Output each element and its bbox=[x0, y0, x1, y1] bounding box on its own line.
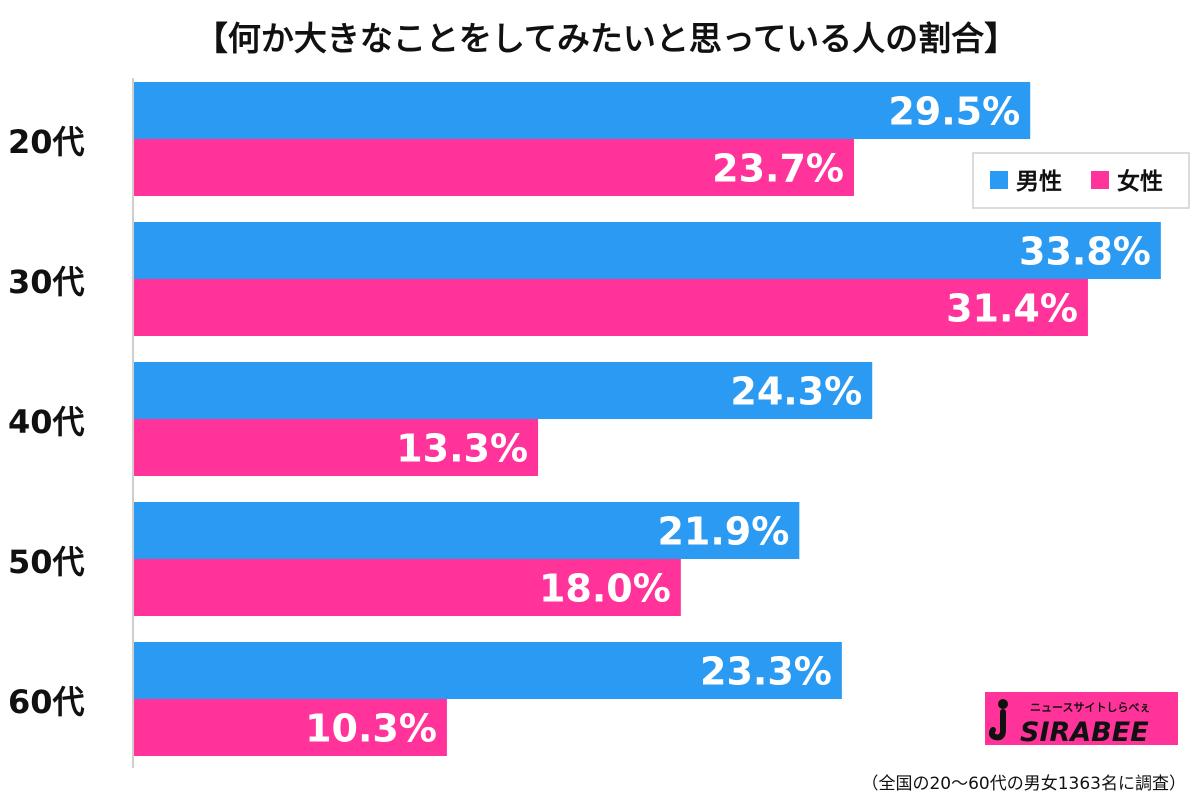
bar-female-0 bbox=[134, 139, 855, 196]
bar-female-4 bbox=[134, 699, 447, 756]
category-label-4: 60代 bbox=[8, 683, 85, 721]
category-label-1: 30代 bbox=[8, 263, 85, 301]
value-label-female-4: 10.3% bbox=[305, 707, 437, 751]
chart-title: 【何か大きなことをしてみたいと思っている人の割合】 bbox=[195, 19, 1017, 58]
logo-wordmark: SIRABEE bbox=[1020, 717, 1149, 748]
bar-male-3 bbox=[134, 502, 800, 559]
footnote: （全国の20～60代の男女1363名に調査） bbox=[861, 774, 1186, 794]
value-label-male-2: 24.3% bbox=[730, 370, 862, 414]
legend-box bbox=[972, 152, 1190, 209]
bar-male-2 bbox=[134, 362, 873, 419]
logo-i-stroke bbox=[988, 709, 1006, 741]
bars bbox=[134, 82, 1161, 756]
bar-female-1 bbox=[134, 279, 1088, 336]
category-label-3: 50代 bbox=[8, 543, 85, 581]
value-label-female-0: 23.7% bbox=[712, 147, 844, 191]
value-label-female-1: 31.4% bbox=[946, 287, 1078, 331]
value-label-male-3: 21.9% bbox=[657, 510, 789, 554]
legend-swatch-male bbox=[990, 171, 1008, 189]
bar-male-4 bbox=[134, 642, 842, 699]
bar-male-0 bbox=[134, 82, 1031, 139]
value-labels: 29.5% 33.8% 24.3% 21.9% 23.3% 23.7% 31.4% 13.3%… bbox=[305, 90, 1151, 751]
sirabee-logo: ニュースサイトしらべぇ SIRABEE bbox=[985, 692, 1178, 748]
category-labels: 20代 30代 40代 50代 60代 bbox=[8, 123, 85, 721]
value-label-female-2: 13.3% bbox=[396, 427, 528, 471]
category-label-0: 20代 bbox=[8, 123, 85, 161]
logo-subtitle: ニュースサイトしらべぇ bbox=[1030, 701, 1150, 714]
value-label-male-4: 23.3% bbox=[700, 650, 832, 694]
legend-swatch-female bbox=[1091, 171, 1109, 189]
logo-background bbox=[985, 692, 1178, 745]
bar-male-1 bbox=[134, 222, 1161, 279]
legend-label-male: 男性 bbox=[1016, 169, 1062, 195]
bar-female-3 bbox=[134, 559, 681, 616]
value-label-male-0: 29.5% bbox=[888, 90, 1020, 134]
legend: 男性 女性 bbox=[972, 152, 1190, 209]
value-label-male-1: 33.8% bbox=[1019, 230, 1151, 274]
logo-i-dot bbox=[998, 699, 1008, 709]
category-label-2: 40代 bbox=[8, 403, 85, 441]
bar-female-2 bbox=[134, 419, 539, 476]
legend-label-female: 女性 bbox=[1117, 168, 1163, 195]
value-label-female-3: 18.0% bbox=[539, 567, 671, 611]
